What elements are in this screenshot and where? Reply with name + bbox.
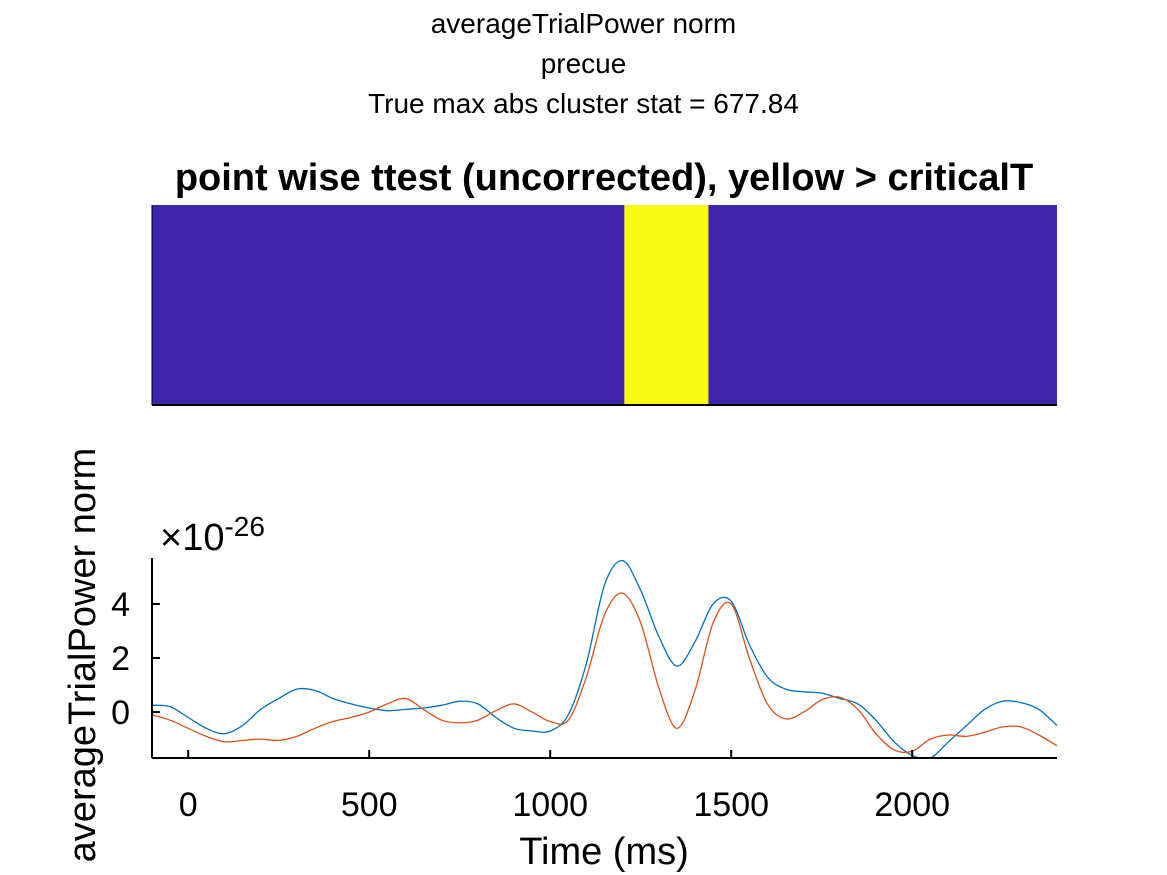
x-tick-label: 2000 [874,786,950,824]
y-exponent-label: ×10-26 [160,511,265,559]
significance-segments [152,205,1057,405]
y-axis-label: averageTrialPower norm [62,448,104,863]
significance-panel: point wise ttest (uncorrected), yellow >… [151,157,1057,406]
figure-title-line-2: precue [540,48,627,79]
figure-title-line-1: averageTrialPower norm [430,8,737,39]
series-line-2 [152,592,1057,753]
y-tick-label: 2 [111,640,130,678]
x-tick-label: 1500 [693,786,769,824]
y-tick-label: 0 [111,694,130,732]
line-plot-panel: 0 500 1000 1500 2000 0 2 4 ×10-26 Time (ms) av… [62,448,1057,873]
y-ticks: 0 2 4 [111,586,160,732]
x-axis-label: Time (ms) [519,831,689,873]
significant-segment [624,205,709,405]
x-ticks: 0 500 1000 1500 2000 [179,750,950,824]
x-tick-label: 1000 [512,786,588,824]
y-exponent-power: -26 [224,511,264,542]
x-tick-label: 0 [179,786,198,824]
series-group [152,560,1057,758]
y-tick-label: 4 [111,586,130,624]
nonsignificant-segment [152,205,625,405]
y-exponent-base: ×10 [160,517,224,559]
series-line-1 [152,560,1057,758]
x-tick-label: 500 [341,786,398,824]
significance-panel-title: point wise ttest (uncorrected), yellow >… [175,157,1033,199]
nonsignificant-segment [708,205,1057,405]
figure-title-line-3: True max abs cluster stat = 677.84 [368,88,799,119]
